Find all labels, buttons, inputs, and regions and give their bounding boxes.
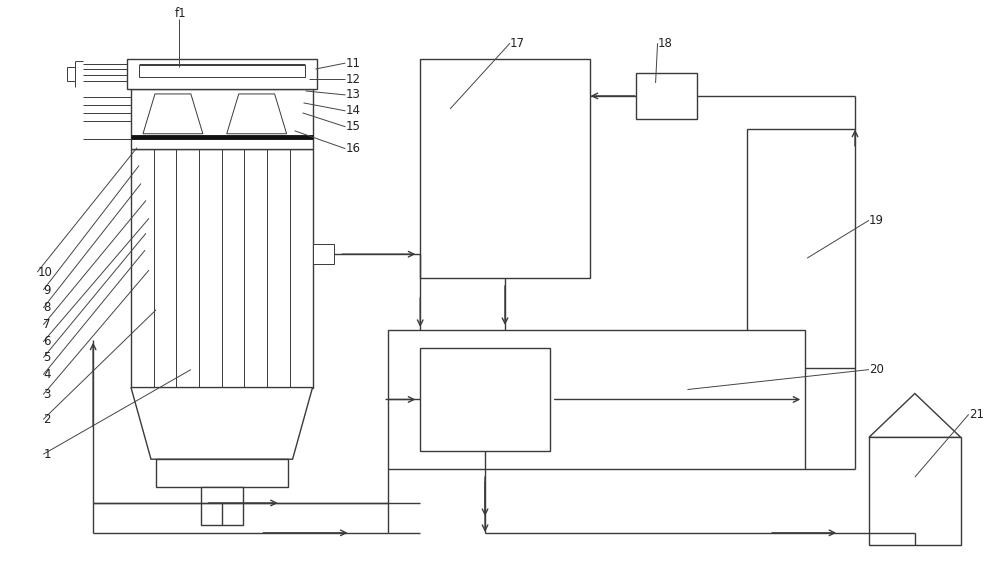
Text: 16: 16 <box>345 142 360 155</box>
Text: 15: 15 <box>345 120 360 133</box>
Bar <box>139 65 305 77</box>
Text: 9: 9 <box>43 283 51 296</box>
Text: f1: f1 <box>175 7 187 20</box>
Bar <box>420 59 590 278</box>
Text: 13: 13 <box>345 88 360 101</box>
Bar <box>869 437 961 545</box>
Text: 18: 18 <box>658 37 672 49</box>
Polygon shape <box>869 393 961 437</box>
Bar <box>131 148 313 388</box>
Bar <box>156 459 288 487</box>
Bar <box>420 347 550 451</box>
Bar <box>313 244 334 264</box>
Text: 19: 19 <box>869 214 884 227</box>
Polygon shape <box>227 94 287 134</box>
Text: 6: 6 <box>43 335 51 348</box>
Bar <box>636 73 697 119</box>
Text: 2: 2 <box>43 413 51 426</box>
Bar <box>127 59 317 89</box>
Text: 11: 11 <box>345 56 360 70</box>
Text: 17: 17 <box>510 37 525 49</box>
Bar <box>131 89 313 148</box>
Text: 10: 10 <box>37 265 52 279</box>
Polygon shape <box>131 388 313 459</box>
Text: 21: 21 <box>969 408 984 421</box>
Text: 7: 7 <box>43 318 51 331</box>
Text: 5: 5 <box>43 351 51 364</box>
Bar <box>67 67 75 81</box>
Polygon shape <box>143 94 203 134</box>
Text: 8: 8 <box>43 301 51 314</box>
Bar <box>747 129 855 368</box>
Text: 12: 12 <box>345 73 360 86</box>
Text: 4: 4 <box>43 368 51 381</box>
Bar <box>388 330 805 469</box>
Text: 1: 1 <box>43 448 51 461</box>
Text: 3: 3 <box>43 388 51 401</box>
Text: 20: 20 <box>869 363 884 376</box>
Bar <box>201 487 243 525</box>
Text: 14: 14 <box>345 104 360 118</box>
